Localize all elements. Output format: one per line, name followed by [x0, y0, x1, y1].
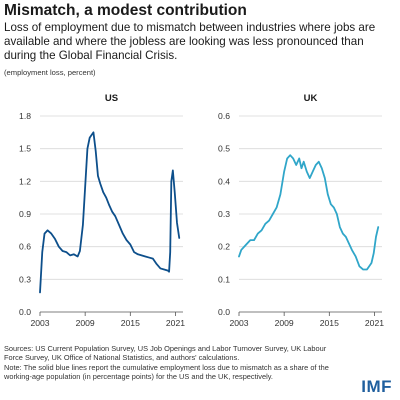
x-tick-label-uk: 2003 [229, 318, 248, 328]
footnotes: Sources: US Current Population Survey, U… [4, 344, 344, 381]
series-line-uk [238, 154, 380, 271]
x-tick-label-uk: 2015 [320, 318, 339, 328]
y-tick-label-uk: 0.5 [218, 144, 230, 154]
y-tick-label-uk: 0.6 [218, 111, 230, 121]
y-tick-label-uk: 0.2 [218, 242, 230, 252]
y-tick-label-uk: 0.4 [218, 176, 230, 186]
x-tick-label-us: 2003 [30, 318, 49, 328]
panel-title-us: US [105, 93, 118, 104]
x-tick-label-us: 2021 [166, 318, 185, 328]
panel-title-uk: UK [304, 93, 318, 104]
unit-note: (employment loss, percent) [4, 68, 96, 77]
y-tick-label-us: 0.3 [19, 274, 31, 284]
y-tick-label-us: 0.9 [19, 209, 31, 219]
y-tick-label-us: 0.6 [19, 242, 31, 252]
y-tick-label-us: 1.8 [19, 111, 31, 121]
series-line-us [39, 131, 181, 294]
x-tick-label-us: 2015 [121, 318, 140, 328]
y-tick-label-uk: 0.0 [218, 307, 230, 317]
y-tick-label-us: 1.2 [19, 176, 31, 186]
sources-note: Sources: US Current Population Survey, U… [4, 344, 327, 363]
x-tick-label-us: 2009 [76, 318, 95, 328]
charts-area: US 0.0 0.3 0.6 0.9 1.2 1.5 1.8 2003 2009 2015 2021 U… [19, 93, 384, 328]
chart-subtitle: Loss of employment due to mismatch betwe… [4, 21, 376, 62]
y-tick-label-us: 1.5 [19, 144, 31, 154]
chart-title: Mismatch, a modest contribution [4, 2, 247, 19]
y-tick-label-uk: 0.3 [218, 209, 230, 219]
x-tick-label-uk: 2009 [275, 318, 294, 328]
y-tick-label-uk: 0.1 [218, 274, 230, 284]
imf-logo: IMF [361, 377, 392, 396]
y-tick-label-us: 0.0 [19, 307, 31, 317]
method-note: Note: The solid blue lines report the cu… [4, 362, 329, 381]
x-tick-label-uk: 2021 [365, 318, 384, 328]
